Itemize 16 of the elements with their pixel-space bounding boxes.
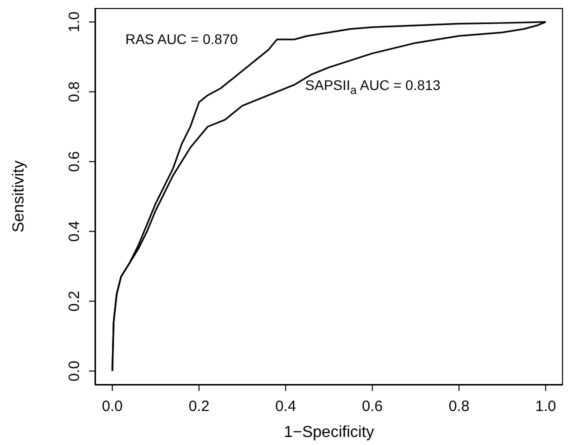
x-tick-label: 0.0 [102, 398, 123, 415]
y-tick-label: 0.8 [66, 81, 83, 102]
x-tick-label: 1.0 [535, 398, 556, 415]
x-tick-label: 0.8 [448, 398, 470, 415]
x-tick-label: 0.6 [362, 398, 383, 415]
x-axis-title: 1−Specificity [284, 424, 374, 441]
x-tick-label: 0.2 [188, 398, 210, 415]
y-tick-label: 1.0 [66, 12, 83, 32]
annotation: SAPSII$_{a}$ AUC = 0.813 [305, 76, 440, 99]
y-tick-label: 0.0 [66, 360, 83, 382]
x-tick-label: 0.4 [275, 398, 296, 415]
y-tick-label: 0.2 [66, 290, 83, 312]
y-axis-title: Sensitivity [10, 160, 28, 233]
y-tick-label: 0.6 [66, 151, 83, 172]
annotation: RAS AUC = 0.870 [125, 30, 238, 48]
y-tick-label: 0.4 [66, 220, 83, 242]
